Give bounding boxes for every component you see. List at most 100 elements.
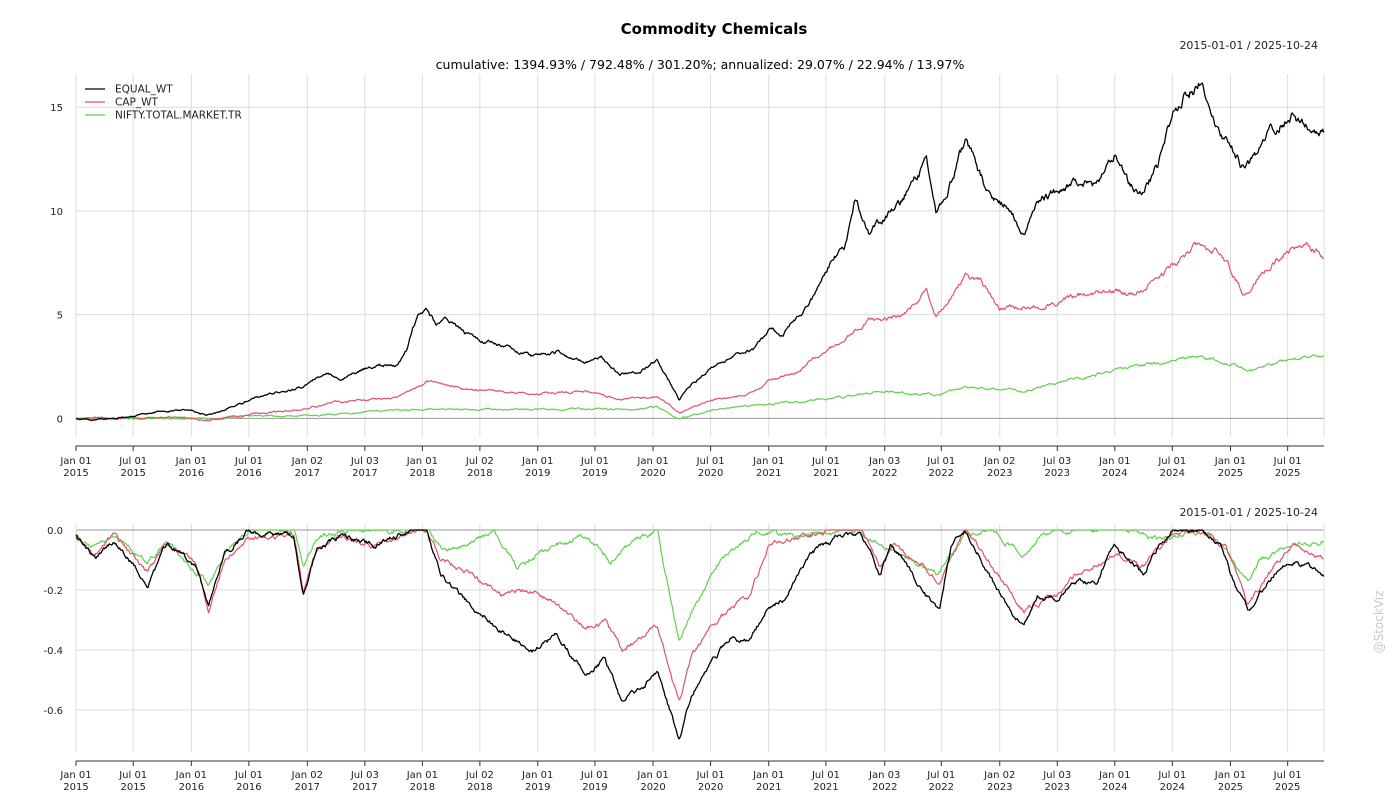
series-line-equal-wt	[75, 529, 1325, 740]
x-tick-label: 2019	[525, 468, 550, 479]
x-tick-label: 2016	[179, 782, 204, 793]
y-tick-label: -0.4	[43, 646, 63, 657]
x-tick-label: 2021	[756, 468, 781, 479]
x-tick-label: Jul 01	[580, 770, 609, 781]
x-tick-label: 2021	[813, 782, 838, 793]
x-tick-label: 2025	[1218, 468, 1243, 479]
x-tick-label: 2017	[295, 782, 320, 793]
x-tick-label: 2022	[929, 468, 954, 479]
x-tick-label: 2019	[525, 782, 550, 793]
series-line-cap-wt	[75, 529, 1324, 701]
x-tick-label: 2022	[872, 468, 897, 479]
x-tick-label: Jan 01	[406, 456, 438, 467]
x-tick-label: Jan 01	[175, 456, 207, 467]
x-tick-label: 2023	[987, 782, 1012, 793]
x-tick-label: Jan 02	[983, 456, 1015, 467]
x-tick-label: 2024	[1160, 782, 1185, 793]
x-tick-label: 2017	[295, 468, 320, 479]
x-tick-label: Jul 03	[350, 770, 379, 781]
x-tick-label: Jan 01	[636, 770, 668, 781]
x-tick-label: 2022	[872, 782, 897, 793]
chart-subtitle: cumulative: 1394.93% / 792.48% / 301.20%…	[436, 57, 965, 72]
x-tick-label: 2025	[1275, 782, 1300, 793]
x-tick-label: Jan 01	[521, 456, 553, 467]
x-tick-label: 2018	[410, 468, 435, 479]
x-tick-label: 2015	[120, 468, 145, 479]
x-tick-label: Jul 01	[926, 770, 955, 781]
x-tick-label: Jul 01	[696, 456, 725, 467]
x-tick-label: 2019	[582, 468, 607, 479]
x-tick-label: Jan 01	[1214, 456, 1246, 467]
x-tick-label: Jul 03	[1042, 456, 1071, 467]
y-tick-label: 10	[50, 207, 63, 218]
x-tick-label: Jan 02	[291, 456, 323, 467]
x-tick-label: Jul 02	[465, 770, 494, 781]
x-tick-label: 2019	[582, 782, 607, 793]
x-tick-label: Jan 01	[175, 770, 207, 781]
x-tick-label: Jul 01	[234, 456, 263, 467]
x-tick-label: 2021	[813, 468, 838, 479]
x-tick-label: 2020	[640, 782, 665, 793]
x-tick-label: Jan 01	[521, 770, 553, 781]
x-tick-label: Jan 01	[752, 456, 784, 467]
x-tick-label: 2020	[698, 468, 723, 479]
y-tick-label: -0.6	[43, 706, 63, 717]
x-tick-label: 2018	[467, 468, 492, 479]
x-tick-label: 2023	[1045, 468, 1070, 479]
x-tick-label: 2017	[352, 782, 377, 793]
x-tick-label: Jan 02	[291, 770, 323, 781]
x-tick-label: 2016	[236, 782, 261, 793]
x-tick-label: Jul 03	[1042, 770, 1071, 781]
y-tick-label: 5	[57, 311, 63, 322]
x-tick-label: 2020	[698, 782, 723, 793]
x-tick-label: Jul 01	[234, 770, 263, 781]
x-tick-label: 2017	[352, 468, 377, 479]
x-tick-label: 2016	[179, 468, 204, 479]
x-tick-label: 2024	[1160, 468, 1185, 479]
x-tick-label: Jul 01	[118, 456, 147, 467]
x-tick-label: 2015	[63, 782, 88, 793]
x-tick-label: 2020	[640, 468, 665, 479]
date-range-bottom: 2015-01-01 / 2025-10-24	[1179, 506, 1318, 519]
x-tick-label: 2018	[467, 782, 492, 793]
x-tick-label: 2021	[756, 782, 781, 793]
x-tick-label: 2025	[1275, 468, 1300, 479]
x-tick-label: 2023	[1045, 782, 1070, 793]
x-tick-label: Jul 01	[1157, 770, 1186, 781]
legend-label: EQUAL_WT	[115, 84, 173, 96]
x-tick-label: Jul 01	[926, 456, 955, 467]
x-tick-label: Jan 03	[868, 456, 900, 467]
watermark: @StockViz	[1372, 591, 1386, 654]
x-tick-label: Jan 01	[406, 770, 438, 781]
x-tick-label: Jan 01	[1098, 456, 1130, 467]
x-tick-label: 2016	[236, 468, 261, 479]
x-tick-label: Jan 01	[636, 456, 668, 467]
legend-label: CAP_WT	[115, 97, 158, 109]
x-tick-label: Jan 01	[59, 456, 91, 467]
x-tick-label: 2025	[1218, 782, 1243, 793]
x-tick-label: Jan 03	[868, 770, 900, 781]
y-tick-label: -0.2	[43, 586, 63, 597]
x-tick-label: Jul 01	[1273, 456, 1302, 467]
x-tick-label: Jul 01	[118, 770, 147, 781]
x-tick-label: Jul 01	[580, 456, 609, 467]
x-tick-label: Jul 01	[1273, 770, 1302, 781]
series-line-nifty-total-market-tr	[75, 529, 1325, 641]
x-tick-label: Jan 01	[752, 770, 784, 781]
x-tick-label: Jan 02	[983, 770, 1015, 781]
x-tick-label: Jul 03	[350, 456, 379, 467]
x-tick-label: Jul 02	[465, 456, 494, 467]
series-line-nifty-total-market-tr	[75, 354, 1325, 421]
x-tick-label: Jan 01	[59, 770, 91, 781]
x-tick-label: 2015	[120, 782, 145, 793]
x-tick-label: Jan 01	[1098, 770, 1130, 781]
series-line-equal-wt	[75, 82, 1325, 422]
y-tick-label: 0	[57, 414, 63, 425]
x-tick-label: Jul 01	[1157, 456, 1186, 467]
y-tick-label: 0.0	[47, 526, 63, 537]
y-tick-label: 15	[50, 103, 63, 114]
x-tick-label: Jan 01	[1214, 770, 1246, 781]
